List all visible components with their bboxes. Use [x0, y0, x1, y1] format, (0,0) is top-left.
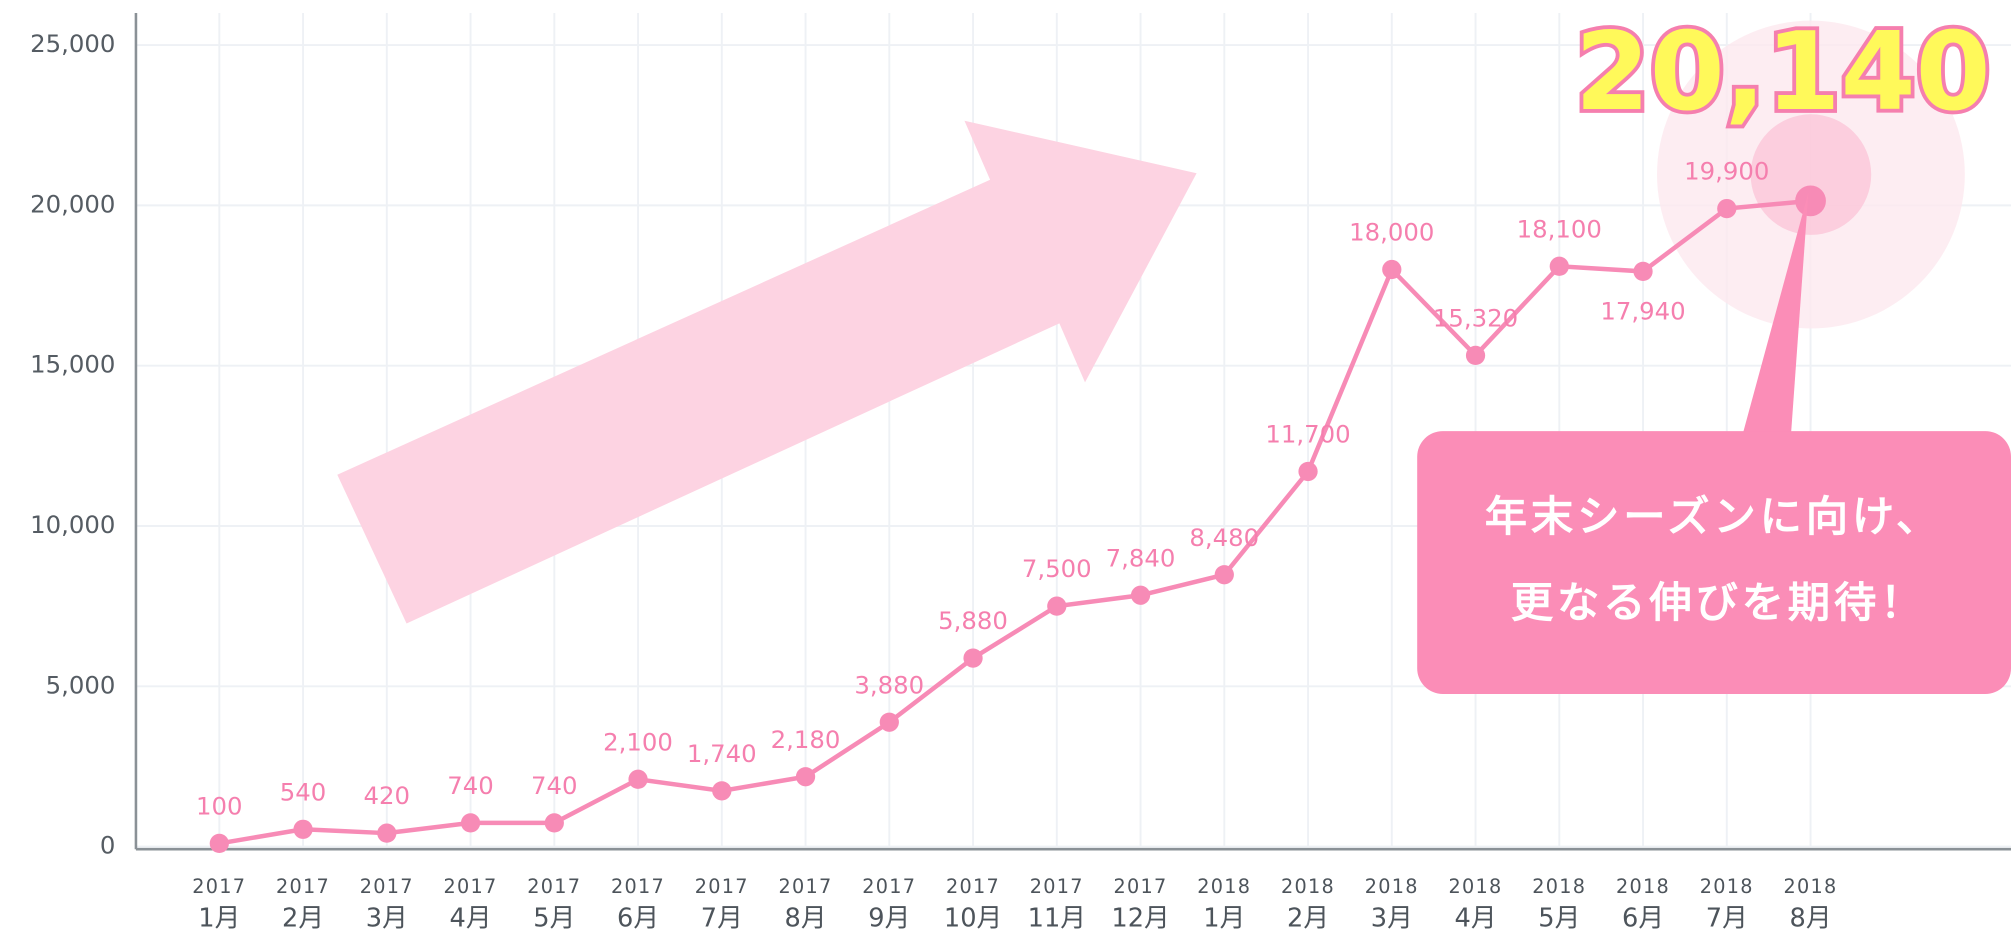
y-tick-label: 25,000 [30, 29, 115, 58]
trend-arrow [337, 120, 1197, 624]
point [795, 767, 816, 787]
x-tick-month: 3月 [1371, 904, 1413, 934]
y-tick-label: 5,000 [46, 670, 116, 699]
x-tick-month: 5月 [533, 904, 575, 934]
point [1465, 345, 1486, 366]
value-label: 8,480 [1189, 523, 1259, 552]
point [1795, 185, 1826, 217]
value-label: 17,940 [1600, 296, 1685, 325]
y-tick-label: 0 [100, 831, 116, 860]
y-tick-label: 20,000 [30, 189, 115, 218]
value-label: 7,500 [1022, 554, 1092, 583]
x-tick-year: 2018 [1700, 875, 1754, 898]
x-tick-month: 2月 [282, 904, 324, 934]
x-tick-year: 2017 [276, 875, 330, 898]
x-tick-month: 7月 [1706, 904, 1748, 934]
point [1047, 596, 1067, 616]
value-label: 18,000 [1349, 218, 1434, 247]
x-tick-month: 11月 [1028, 904, 1086, 934]
point [377, 823, 397, 843]
x-tick-month: 1月 [198, 904, 240, 934]
point [209, 833, 229, 854]
callout-box [1417, 431, 2011, 695]
value-label: 1,740 [687, 739, 757, 768]
x-tick-month: 4月 [450, 904, 492, 934]
plot: 100 540 420 740 740 2,100 1,740 2,180 3,880 5,880… [196, 157, 1826, 854]
x-tick-month: 3月 [366, 904, 408, 934]
x-tick-month: 6月 [1622, 904, 1664, 934]
x-tick-year: 2018 [1197, 875, 1251, 898]
x-tick-year: 2017 [1114, 875, 1168, 898]
point [293, 819, 313, 839]
point [879, 712, 899, 732]
x-tick-month: 10月 [944, 904, 1002, 934]
point [1130, 585, 1151, 605]
callout-line: 年末シーズンに向け、 [1485, 492, 1942, 541]
value-label: 740 [531, 771, 578, 800]
point [963, 648, 983, 668]
value-label: 3,880 [854, 670, 924, 699]
value-label: 5,880 [938, 606, 1008, 635]
x-tick-year: 2017 [695, 875, 749, 898]
point [628, 769, 648, 789]
x-tick-month: 7月 [701, 904, 743, 934]
highlight-value: 20,140 [1575, 10, 1991, 135]
value-label: 2,100 [603, 727, 673, 756]
x-tick-year: 2017 [779, 875, 833, 898]
x-tick-month: 12月 [1111, 904, 1169, 934]
callout-pointer [1740, 192, 1809, 443]
x-tick-year: 2018 [1365, 875, 1419, 898]
point [544, 813, 564, 833]
x-tick-month: 8月 [1790, 904, 1832, 934]
value-label: 7,840 [1106, 543, 1176, 572]
value-label: 11,700 [1265, 420, 1350, 449]
x-tick-month: 5月 [1538, 904, 1580, 934]
x-tick-month: 8月 [785, 904, 827, 934]
x-tick-year: 2018 [1616, 875, 1670, 898]
point [1633, 261, 1653, 282]
x-tick-year: 2017 [611, 875, 665, 898]
background-layer: 0 5,000 10,000 15,000 20,000 25,000 2017 1月 2017… [30, 12, 2011, 934]
value-label: 420 [364, 781, 411, 810]
x-tick-year: 2017 [360, 875, 414, 898]
point [1298, 461, 1318, 482]
value-label: 540 [280, 777, 327, 806]
point [460, 813, 481, 833]
x-tick-year: 2018 [1449, 875, 1503, 898]
x-tick-year: 2017 [862, 875, 916, 898]
x-tick-year: 2017 [444, 875, 498, 898]
x-tick-year: 2017 [527, 875, 581, 898]
x-tick-year: 2017 [192, 875, 246, 898]
x-tick-year: 2017 [946, 875, 1000, 898]
x-tick-month: 1月 [1203, 904, 1245, 934]
x-tick-month: 9月 [868, 904, 910, 934]
x-tick-year: 2017 [1030, 875, 1084, 898]
x-tick-year: 2018 [1532, 875, 1586, 898]
point [712, 781, 732, 801]
x-tick-month: 2月 [1287, 904, 1329, 934]
point [1717, 198, 1737, 219]
line [218, 198, 1811, 846]
value-label: 740 [447, 771, 494, 800]
x-tick-month: 6月 [617, 904, 659, 934]
x-tick-month: 4月 [1455, 904, 1497, 934]
point [1382, 259, 1402, 280]
x-tick-year: 2018 [1784, 875, 1838, 898]
value-label: 15,320 [1433, 304, 1518, 333]
callout-line: 更なる伸びを期待！ [1511, 578, 1926, 627]
value-label: 19,900 [1684, 157, 1769, 186]
y-tick-label: 15,000 [30, 350, 115, 379]
value-label: 18,100 [1517, 214, 1602, 243]
point [1214, 565, 1234, 585]
value-label: 100 [196, 792, 243, 821]
x-tick-year: 2018 [1281, 875, 1335, 898]
y-tick-label: 10,000 [30, 510, 115, 539]
point [1549, 256, 1569, 276]
value-label: 2,180 [771, 725, 841, 754]
